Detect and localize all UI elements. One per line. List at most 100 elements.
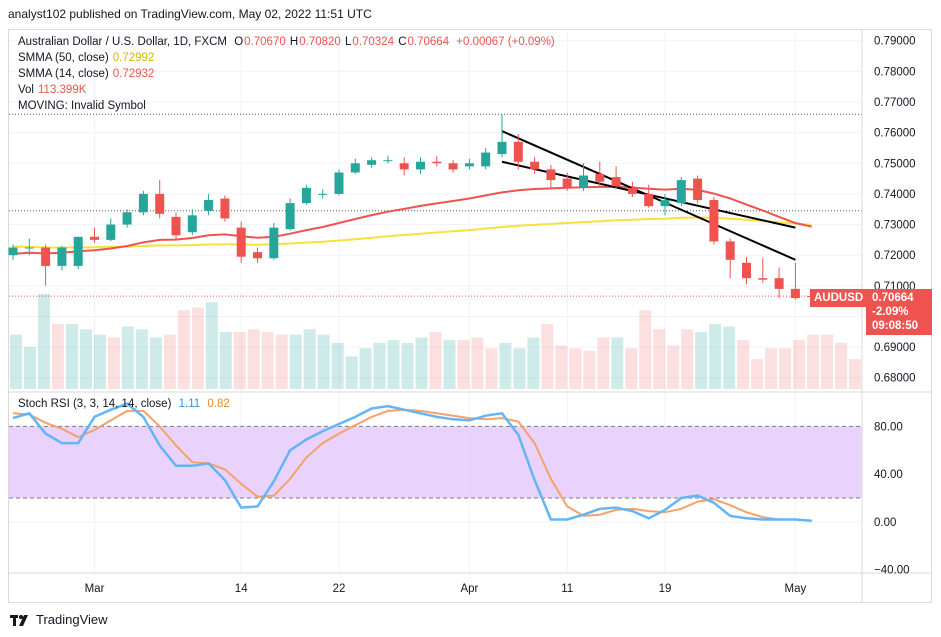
candle-body bbox=[693, 178, 703, 201]
price-badge-bg: 0.70664 -2.09% 09:08:50 bbox=[866, 289, 932, 335]
stoch-y-tick-label: 80.00 bbox=[874, 421, 903, 433]
volume-bar bbox=[639, 310, 652, 389]
y-tick-label: 0.73000 bbox=[874, 220, 916, 232]
volume-bar bbox=[401, 342, 414, 389]
candle-body bbox=[253, 252, 262, 259]
volume-bar bbox=[611, 337, 624, 389]
y-tick-label: 0.75000 bbox=[874, 158, 916, 170]
price-badge-timer: 09:08:50 bbox=[872, 320, 919, 332]
volume-bar bbox=[751, 359, 764, 389]
candle-body bbox=[171, 216, 181, 236]
legend-stoch-rsi[interactable]: Stoch RSI (3, 3, 14, 14, close) 1.11 0.8… bbox=[18, 398, 230, 410]
moving-averages bbox=[12, 185, 812, 255]
candle-body bbox=[448, 163, 458, 170]
candle-body bbox=[481, 152, 491, 167]
smma14-line bbox=[12, 185, 812, 255]
y-tick-label: 0.79000 bbox=[874, 36, 916, 48]
volume-bar bbox=[163, 334, 176, 389]
volume-bar bbox=[765, 348, 778, 389]
stoch-label: Stoch RSI (3, 3, 14, 14, close) bbox=[18, 398, 172, 410]
volume-bar bbox=[835, 342, 848, 389]
open-value: 0.70670 bbox=[244, 36, 286, 48]
volume-bar bbox=[569, 348, 582, 389]
stoch-rsi-pane bbox=[9, 402, 862, 523]
y-tick-label: 0.69000 bbox=[874, 342, 916, 354]
candle-body bbox=[367, 160, 377, 165]
moving-label: MOVING: Invalid Symbol bbox=[18, 100, 146, 112]
volume-bar bbox=[261, 332, 274, 389]
candles bbox=[8, 114, 817, 307]
volume-bar bbox=[219, 332, 232, 389]
volume-bar bbox=[191, 307, 204, 389]
candle-body bbox=[660, 200, 670, 207]
y-tick-label: 0.68000 bbox=[874, 373, 916, 385]
smma14-value: 0.72932 bbox=[112, 68, 155, 80]
volume-bar bbox=[23, 346, 36, 389]
volume-bar bbox=[373, 342, 386, 389]
candle-body bbox=[73, 236, 83, 266]
stoch-band bbox=[9, 426, 862, 499]
symbol-title[interactable]: Australian Dollar / U.S. Dollar, 1D, FXC… bbox=[18, 36, 227, 48]
candle-body bbox=[546, 169, 556, 181]
smma50-value: 0.72992 bbox=[112, 52, 155, 64]
volume-bar bbox=[527, 337, 540, 389]
price-badge-price: 0.70664 bbox=[872, 292, 914, 304]
candle-body bbox=[644, 193, 654, 207]
tradingview-logo-icon bbox=[10, 611, 32, 627]
symbol-badge: AUDUSD bbox=[810, 289, 868, 307]
candle-body bbox=[383, 160, 393, 162]
candle-body bbox=[627, 187, 637, 194]
smma50-label: SMMA (50, close) bbox=[18, 52, 109, 64]
volume-bar bbox=[667, 345, 680, 389]
volume-bar bbox=[247, 329, 260, 389]
candle-body bbox=[285, 203, 295, 230]
high-label: H bbox=[289, 36, 299, 48]
volume-bar bbox=[415, 337, 428, 389]
legend-volume[interactable]: Vol 113.399K bbox=[18, 82, 86, 98]
candle-body bbox=[41, 247, 51, 266]
volume-bar bbox=[10, 334, 22, 389]
high-value: 0.70820 bbox=[299, 36, 341, 48]
volume-bar bbox=[653, 329, 666, 389]
axes: 0.79000 0.78000 0.77000 0.76000 0.75000 0.740… bbox=[9, 30, 932, 603]
candle-body bbox=[122, 212, 132, 225]
candle-body bbox=[334, 172, 344, 194]
legend-smma50[interactable]: SMMA (50, close) 0.72992 bbox=[18, 50, 154, 66]
candle-body bbox=[611, 177, 621, 187]
candle-body bbox=[187, 215, 197, 233]
volume-bar bbox=[205, 302, 218, 389]
x-tick-label: 11 bbox=[561, 583, 573, 595]
volume-bar bbox=[849, 359, 861, 389]
volume-bar bbox=[317, 334, 330, 389]
footer: TradingView bbox=[10, 611, 108, 627]
volume-bar bbox=[471, 337, 484, 389]
candle-body bbox=[350, 163, 360, 173]
volume-bar bbox=[359, 348, 372, 389]
footer-brand[interactable]: TradingView bbox=[36, 611, 108, 627]
volume-bar bbox=[65, 323, 78, 389]
volume-bar bbox=[93, 334, 106, 389]
volume-bar bbox=[135, 329, 148, 389]
volume-bar bbox=[345, 356, 358, 389]
volume-bar bbox=[289, 334, 302, 389]
candle-body bbox=[220, 198, 230, 219]
volume-bar bbox=[555, 345, 568, 389]
legend-ohlc: Australian Dollar / U.S. Dollar, 1D, FXC… bbox=[18, 34, 556, 50]
volume-bar bbox=[723, 326, 736, 389]
legend-moving[interactable]: MOVING: Invalid Symbol bbox=[18, 98, 146, 114]
legend-smma14[interactable]: SMMA (14, close) 0.72932 bbox=[18, 66, 154, 82]
candle-body bbox=[595, 174, 605, 182]
candle-body bbox=[432, 161, 442, 164]
candle-body bbox=[758, 278, 768, 280]
stoch-y-tick-label: 40.00 bbox=[874, 469, 903, 481]
volume-bar bbox=[233, 332, 246, 389]
volume-bar bbox=[331, 342, 344, 389]
volume-bar bbox=[79, 329, 92, 389]
volume-bar bbox=[625, 348, 638, 389]
close-value: 0.70664 bbox=[407, 36, 450, 48]
candle-body bbox=[497, 141, 507, 155]
candle-body bbox=[318, 193, 328, 195]
stoch-k-value: 1.11 bbox=[178, 398, 201, 410]
volume-bar bbox=[121, 326, 134, 389]
